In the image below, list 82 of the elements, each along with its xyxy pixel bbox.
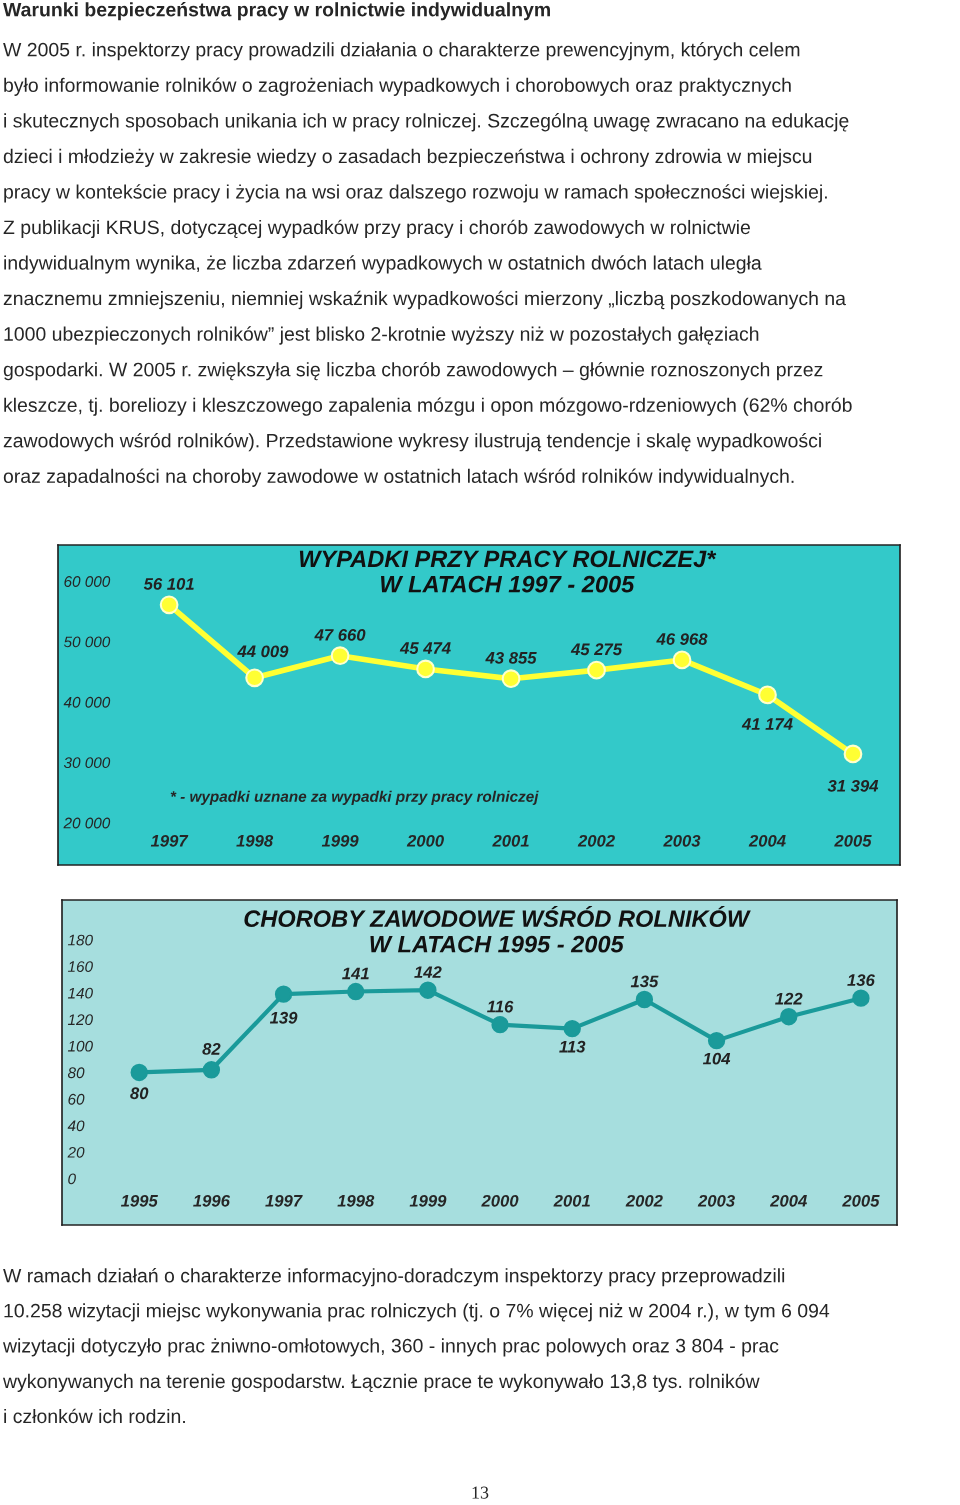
y-tick-label: 80 xyxy=(67,1067,85,1079)
point xyxy=(330,646,350,666)
x-tick-label: 1998 xyxy=(337,1194,375,1207)
x-tick-label: 2000 xyxy=(481,1194,519,1207)
x-tick-label: 2003 xyxy=(663,834,701,847)
y-tick-label: 160 xyxy=(67,961,93,973)
point xyxy=(635,990,654,1009)
point xyxy=(563,1019,581,1038)
y-tick-label: 180 xyxy=(67,934,93,946)
x-tick-label: 1997 xyxy=(150,834,189,847)
data-label: 135 xyxy=(630,975,659,988)
text: W 2005 r. inspektorzy pracy prowadzili działania o charakterze prewencyjnym, których celem było informowanie rolników o zagrożeniach wypadkowych i chorobowych oraz praktycznych i skutecznych sposobach unikania ich w pracy rolniczej. Szczególną uwagę zwracano na edukację dzieci i młodzieży w zakresie wiedzy o zasadach bezpieczeństwa i ochrony zdrowia w miejscu pracy w kontekście pracy i życia na wsi oraz dalszego rozwoju w ramach społeczności wiejskiej. Z publikacji KRUS, dotyczącej wypadków przy pracy i chorób zawodowych w rolnictwie indywidualnym wynika, że liczba zdarzeń wypadkowych w ostatnich dwóch latach uległa znacznemu zmniejszeniu, niemniej wskaźnik wypadkowości mierzony „liczbą poszkodowanych na 1000 ubezpieczonych rolników” jest blisko 2-krotnie wyższy niż w pozostałych gałęziach gospodarki. W 2005 r. zwiększyła się liczba chorób zawodowych – głównie roznoszonych przez kleszcze, tj. boreliozy i kleszczowego zapalenia mózgu i opon mózgowo-rdzeniowych (62% chorób zawodowych wśród rolników). Przedstawione wykresy ilustrują tendencje i skalę wypadkowości oraz zapadalności na choroby zawodowe w ostatnich latach wśród rolników indywidualnych. xyxy=(3,42,852,487)
x-tick-label: 2002 xyxy=(577,834,615,847)
point xyxy=(419,981,437,999)
y-tick-label: 100 xyxy=(67,1040,93,1052)
point xyxy=(758,685,777,705)
data-label: 142 xyxy=(414,966,442,978)
x-tick-label: 1999 xyxy=(409,1194,447,1207)
text: WYPADKI PRZY PRACY ROLNICZEJ* W LATACH 1997 - 2005 xyxy=(299,550,717,593)
point xyxy=(274,985,293,1003)
point xyxy=(587,660,606,680)
data-label: 80 xyxy=(130,1087,149,1100)
data-label: 104 xyxy=(702,1052,731,1065)
point xyxy=(501,669,521,689)
point xyxy=(245,668,264,688)
text: 13 xyxy=(472,1486,489,1499)
x-tick-label: 2000 xyxy=(406,834,444,847)
x-tick-label: 2005 xyxy=(842,1194,880,1207)
point xyxy=(780,1008,798,1026)
data-label: 46 968 xyxy=(656,633,708,645)
x-tick-label: 2001 xyxy=(492,834,529,847)
text: CHOROBY ZAWODOWE WŚRÓD ROLNIKÓW W LATACH 1995 - 2005 xyxy=(244,906,751,953)
point xyxy=(416,659,435,679)
data-label: 141 xyxy=(342,967,369,980)
data-label: 44 009 xyxy=(237,645,289,658)
point xyxy=(491,1016,509,1034)
data-label: 136 xyxy=(847,974,875,986)
y-tick-label: 0 xyxy=(68,1173,76,1185)
data-label: 45 275 xyxy=(570,643,623,656)
x-tick-label: 1998 xyxy=(236,834,274,847)
x-tick-label: 2005 xyxy=(834,834,872,847)
x-tick-label: 2003 xyxy=(697,1194,735,1207)
data-label: 122 xyxy=(775,992,803,1005)
x-tick-label: 2002 xyxy=(625,1194,663,1207)
y-tick-label: 60 xyxy=(68,1093,85,1105)
data-label: 47 660 xyxy=(314,628,366,641)
point xyxy=(843,744,863,764)
data-label: 56 101 xyxy=(143,577,194,590)
data-label: 82 xyxy=(202,1043,221,1055)
y-tick-label: 40 xyxy=(67,1120,85,1132)
data-label: 116 xyxy=(487,1000,514,1013)
data-label: 139 xyxy=(269,1011,298,1024)
y-tick-label: 30 000 xyxy=(63,757,111,769)
data-label: 43 855 xyxy=(485,651,537,664)
annotation: * - wypadki uznane za wypadki przy pracy rolniczej xyxy=(170,790,539,805)
text: W ramach działań o charakterze informacyjno-doradczym inspektorzy pracy przeprowadzili 10.258 wizytacji miejsc wykonywania prac rolniczych (tj. o 7% więcej niż w 2004 r.), w tym 6 094 wizytacji dotyczyło prac żniwno-omłotowych, 360 - innych prac polowych oraz 3 804 - prac wykonywanych na terenie gospodarstw. Łącznie prace te wykonywało 13,8 tys. rolników i członków ich rodzin. xyxy=(2,1268,830,1424)
text: Warunki bezpieczeństwa pracy w rolnictwie indywidualnym xyxy=(3,2,550,21)
data-label: 45 474 xyxy=(399,642,451,654)
x-tick-label: 1996 xyxy=(193,1194,231,1207)
x-tick-label: 2001 xyxy=(553,1194,590,1207)
point xyxy=(707,1031,726,1050)
data-label: 41 174 xyxy=(741,718,793,730)
y-tick-label: 20 xyxy=(67,1146,85,1158)
x-tick-label: 1995 xyxy=(120,1194,158,1207)
point xyxy=(202,1061,221,1079)
point xyxy=(852,989,870,1007)
point xyxy=(130,1063,148,1082)
point xyxy=(347,982,365,1001)
y-tick-label: 50 000 xyxy=(63,636,111,648)
x-tick-label: 1999 xyxy=(321,834,359,847)
x-tick-label: 2004 xyxy=(769,1194,807,1207)
x-tick-label: 2004 xyxy=(748,834,786,847)
y-tick-label: 20 000 xyxy=(63,817,111,829)
data-label: 113 xyxy=(559,1040,586,1053)
y-tick-label: 60 000 xyxy=(64,576,111,587)
point xyxy=(159,595,179,615)
data-label: 31 394 xyxy=(827,779,879,792)
y-tick-label: 140 xyxy=(67,987,93,999)
y-tick-label: 120 xyxy=(67,1014,93,1026)
x-tick-label: 1997 xyxy=(265,1194,303,1207)
y-tick-label: 40 000 xyxy=(63,696,111,708)
point xyxy=(672,650,692,670)
